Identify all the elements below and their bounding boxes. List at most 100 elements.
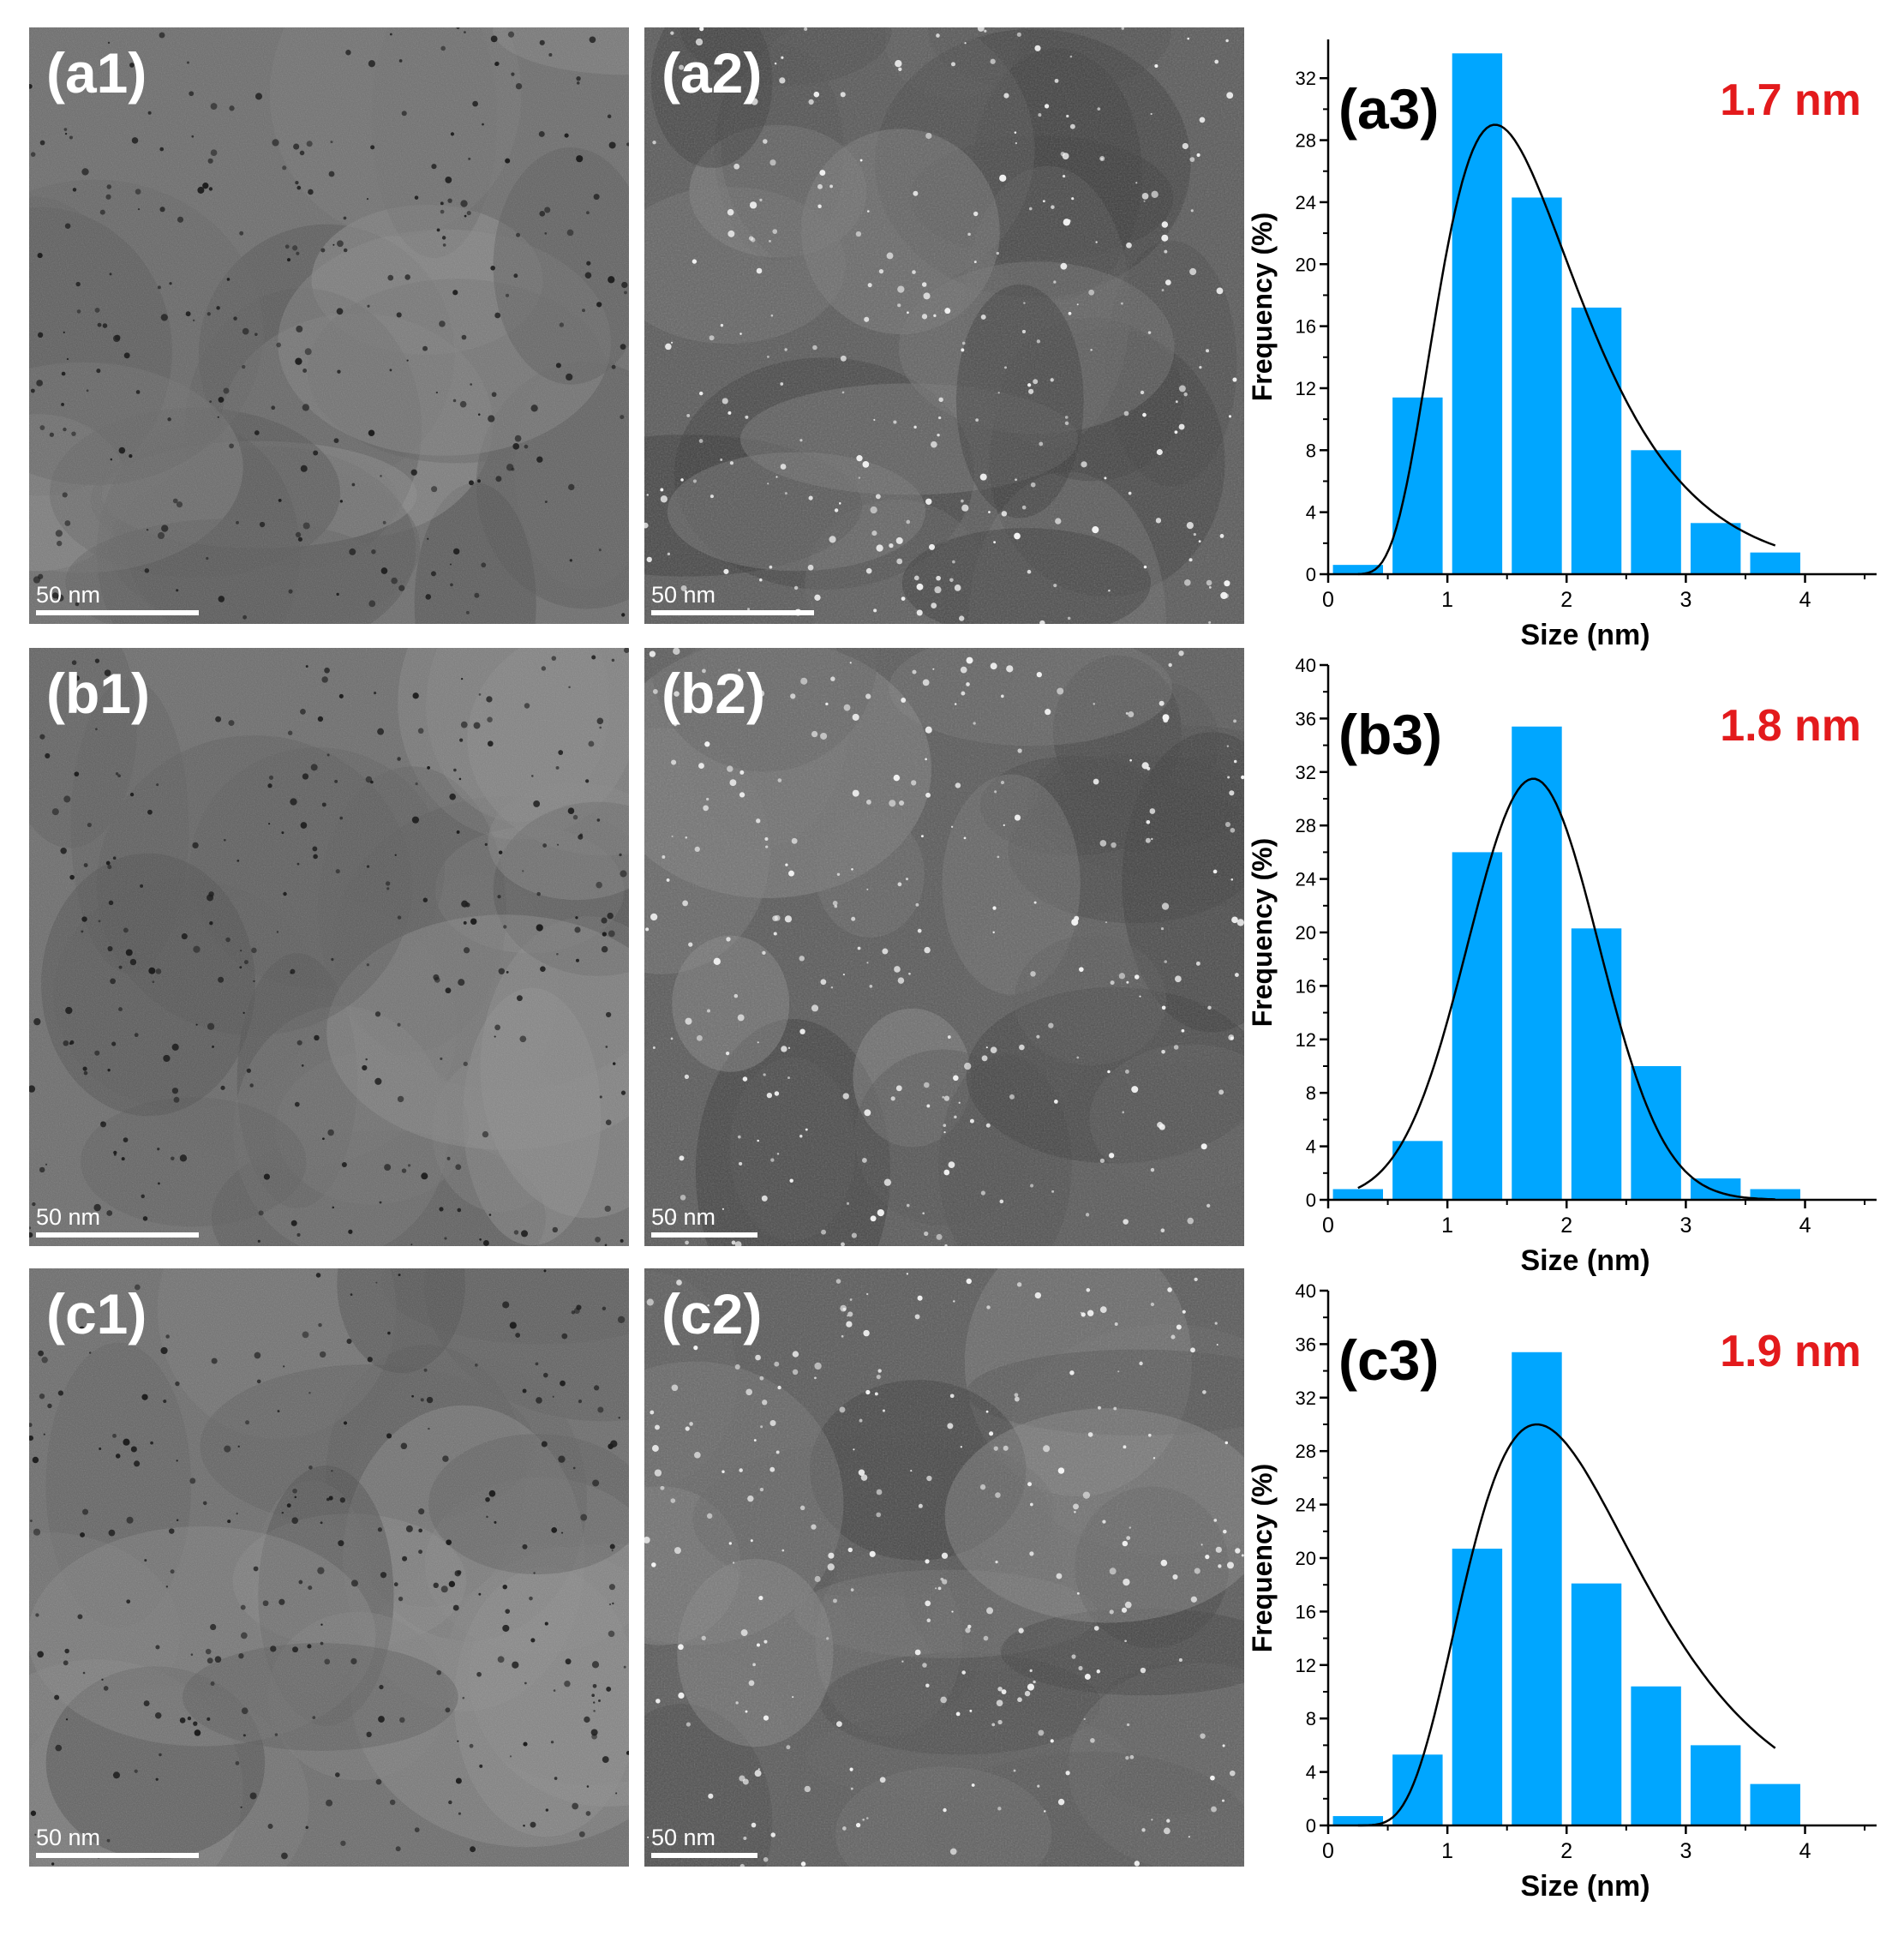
nanoparticle	[522, 1543, 528, 1549]
nanoparticle	[141, 1194, 145, 1199]
nanoparticle	[1183, 579, 1191, 586]
nanoparticle	[743, 1836, 747, 1841]
nanoparticle	[1074, 1510, 1076, 1513]
nanoparticle	[498, 850, 503, 854]
nanoparticle	[465, 610, 470, 614]
nanoparticle	[915, 902, 919, 907]
nanoparticle	[35, 1613, 39, 1617]
histogram-bar	[1332, 1189, 1383, 1200]
nanoparticle	[1053, 1100, 1058, 1104]
nanoparticle	[1099, 1158, 1105, 1163]
nanoparticle	[1210, 1775, 1215, 1781]
nanoparticle	[488, 415, 495, 423]
nanoparticle	[1160, 926, 1165, 931]
nanoparticle	[77, 1614, 83, 1620]
nanoparticle	[964, 1062, 972, 1070]
nanoparticle	[1195, 961, 1200, 966]
histogram-chart-b3: 0 1 2 3 4 0 4 8 12 16 20 24 28 32 36 40 Size (nm) Frequen…	[1247, 651, 1885, 1277]
nanoparticle	[167, 417, 171, 422]
nanoparticle	[254, 430, 260, 435]
nanoparticle	[877, 1369, 882, 1373]
nanoparticle	[544, 500, 548, 503]
nanoparticle	[63, 1040, 69, 1046]
nanoparticle	[926, 1475, 932, 1482]
nanoparticle	[125, 949, 133, 956]
nanoparticle	[604, 1205, 611, 1213]
histogram-bar	[1571, 307, 1622, 574]
nanoparticle	[580, 1513, 588, 1521]
nanoparticle	[313, 854, 318, 860]
nanoparticle	[1141, 1828, 1146, 1832]
nanoparticle	[916, 583, 924, 590]
nanoparticle	[811, 1004, 819, 1012]
nanoparticle	[1029, 1551, 1034, 1556]
micrograph-c1-image	[29, 1268, 629, 1867]
nanoparticle	[1147, 766, 1151, 770]
nanoparticle	[211, 1358, 218, 1364]
nanoparticle	[516, 232, 521, 237]
nanoparticle	[757, 1768, 760, 1771]
nanoparticle	[814, 594, 821, 601]
nanoparticle	[943, 1169, 950, 1176]
nanoparticle	[858, 477, 861, 479]
nanoparticle	[410, 469, 417, 476]
nanoparticle	[1100, 157, 1104, 160]
nanoparticle	[1017, 1697, 1022, 1703]
nanoparticle	[1231, 916, 1238, 924]
x-tick-label: 1	[1441, 1839, 1453, 1863]
nanoparticle	[819, 170, 826, 177]
nanoparticle	[522, 870, 524, 872]
nanoparticle	[268, 823, 271, 825]
nanoparticle	[440, 1585, 448, 1593]
nanoparticle	[847, 1311, 853, 1317]
y-tick-label: 16	[1296, 316, 1316, 338]
nanoparticle	[582, 309, 585, 313]
nanoparticle	[1155, 518, 1162, 524]
nanoparticle	[954, 1115, 957, 1119]
nanoparticle	[830, 986, 834, 989]
nanoparticle	[875, 494, 881, 500]
nanoparticle	[751, 98, 758, 105]
nanoparticle	[271, 405, 276, 411]
nanoparticle	[30, 388, 35, 393]
nanoparticle	[458, 777, 462, 781]
nanoparticle	[1096, 1669, 1100, 1674]
nanoparticle	[849, 1298, 853, 1301]
nanoparticle	[461, 678, 464, 680]
nanoparticle	[55, 1744, 63, 1752]
nanoparticle	[913, 575, 919, 581]
nanoparticle	[745, 415, 749, 419]
nanoparticle	[165, 1585, 169, 1588]
nanoparticle	[440, 201, 444, 206]
nanoparticle	[860, 1474, 868, 1481]
nanoparticle	[608, 1443, 614, 1449]
nanoparticle	[959, 615, 965, 621]
nanoparticle	[851, 867, 853, 871]
nanoparticle	[1223, 593, 1229, 599]
nanoparticle	[1126, 1536, 1131, 1541]
nanoparticle	[1202, 1390, 1206, 1394]
histogram-bar	[1631, 450, 1681, 574]
nanoparticle	[678, 1644, 684, 1651]
nanoparticle	[1213, 1519, 1218, 1522]
micrograph-b2-image	[644, 648, 1244, 1246]
nanoparticle	[320, 1521, 323, 1525]
nanoparticle	[1139, 1361, 1143, 1366]
nanoparticle	[774, 62, 777, 65]
nanoparticle	[817, 204, 822, 208]
nanoparticle	[544, 207, 551, 213]
x-tick-label: 4	[1799, 1839, 1811, 1863]
nanoparticle	[243, 960, 248, 965]
nanoparticle	[302, 773, 309, 780]
nanoparticle	[142, 1216, 148, 1221]
nanoparticle	[414, 195, 419, 200]
nanoparticle	[106, 1838, 111, 1843]
nanoparticle	[739, 792, 745, 798]
nanoparticle	[1129, 1526, 1132, 1529]
nanoparticle	[737, 1135, 741, 1139]
nanoparticle	[312, 846, 318, 852]
nanoparticle	[873, 608, 877, 613]
y-tick-label: 32	[1296, 762, 1316, 783]
nanoparticle	[769, 1419, 776, 1427]
nanoparticle	[738, 668, 741, 672]
